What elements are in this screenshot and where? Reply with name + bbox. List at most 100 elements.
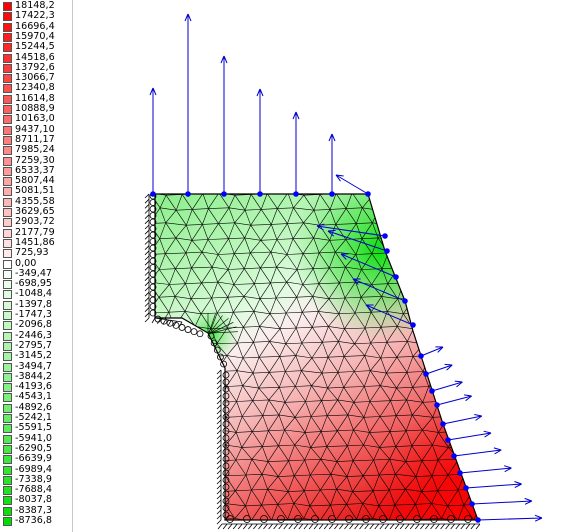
mesh-edge — [228, 195, 236, 208]
mesh-edge — [270, 251, 277, 268]
mesh-edge — [310, 459, 322, 476]
roller-support-icon — [154, 315, 162, 323]
mesh-edge — [165, 237, 177, 254]
mesh-edge — [173, 342, 185, 359]
mesh-edge — [269, 313, 281, 329]
mesh-edge — [169, 284, 176, 297]
legend-value: 0,00 — [15, 257, 37, 269]
load-arrow-head — [292, 111, 300, 120]
legend-entry: 17422,3 — [0, 10, 72, 22]
mesh-edge — [363, 417, 370, 433]
mesh-edge — [270, 239, 278, 253]
mesh-edge — [159, 253, 166, 270]
legend-swatch — [3, 300, 12, 310]
mesh-edge — [294, 444, 311, 448]
mesh-edge — [194, 387, 211, 389]
mesh-edge — [268, 372, 280, 388]
mesh-edge — [155, 386, 158, 403]
mesh-edge — [378, 505, 390, 520]
mesh-edge — [437, 490, 448, 507]
legend-value: -698,95 — [15, 278, 53, 290]
mesh-edge — [447, 209, 464, 211]
mesh-edge — [396, 387, 413, 389]
mesh-edge — [318, 282, 340, 284]
mesh-edge — [372, 474, 380, 491]
mesh-edge — [228, 207, 246, 211]
mesh-edge — [465, 326, 473, 342]
mesh-edge — [405, 430, 413, 446]
mesh-edge — [191, 266, 213, 269]
mesh-edge — [395, 415, 407, 431]
mesh-edge — [169, 283, 186, 285]
mesh-edge — [390, 400, 397, 416]
mesh-edge — [421, 459, 439, 462]
mesh-edge — [420, 223, 432, 239]
legend-value: -8736,8 — [15, 515, 53, 526]
legend-entry: -1048,4 — [0, 288, 72, 300]
legend-swatch — [3, 496, 12, 506]
mesh-edge — [270, 281, 287, 284]
mesh-edge — [345, 239, 357, 255]
mesh-edge — [322, 326, 329, 343]
mesh-edge — [405, 460, 422, 462]
mesh-edge — [372, 195, 379, 211]
mesh-edge — [414, 194, 422, 209]
mesh-edge — [262, 415, 269, 431]
legend-entry: -5242,1 — [0, 412, 72, 424]
mesh-edge — [193, 415, 200, 431]
mesh-edge — [310, 474, 321, 491]
mesh-edge — [160, 475, 167, 491]
mesh-edge — [363, 416, 381, 418]
mesh-edge — [209, 475, 226, 477]
roller-support-icon — [172, 321, 180, 329]
mesh-edge — [420, 518, 442, 520]
mesh-edge — [465, 372, 472, 389]
mesh-edge — [269, 341, 286, 345]
mesh-edge — [318, 298, 330, 312]
mesh-edge — [414, 238, 431, 240]
mesh-edge — [388, 209, 400, 226]
roller-support-icon — [222, 392, 230, 400]
mesh-edge — [343, 386, 365, 388]
mesh-edge — [421, 490, 438, 492]
loaded-nodes — [150, 191, 481, 523]
mesh-edge — [351, 194, 363, 208]
mesh-edge — [157, 355, 169, 371]
mesh-edge — [424, 269, 431, 283]
mesh-edge — [295, 355, 312, 359]
mesh-edge — [437, 194, 458, 196]
mesh-edge — [312, 252, 320, 269]
mesh-edge — [285, 355, 297, 372]
mesh-edge — [420, 238, 432, 255]
mesh-edge — [155, 194, 167, 196]
mesh-edge — [379, 415, 397, 417]
mesh-edge — [175, 194, 183, 211]
mesh-edge — [293, 475, 305, 491]
mesh-edge — [430, 238, 442, 254]
legend-value: 18148,2 — [15, 0, 55, 11]
mesh-edge — [208, 208, 219, 224]
mesh-edge — [176, 473, 194, 476]
mesh-edge — [372, 490, 380, 507]
mesh-edge — [211, 297, 218, 314]
mesh-edge — [243, 296, 255, 312]
mesh-edge — [355, 281, 362, 298]
mesh-edge — [361, 222, 373, 239]
mesh-edge — [155, 207, 161, 224]
mesh-edge — [155, 223, 160, 239]
legend-swatch — [3, 341, 12, 351]
mesh-edge — [403, 281, 425, 284]
roller-support-icon — [149, 309, 157, 317]
mesh-edge — [364, 327, 371, 344]
mesh-edge — [279, 387, 286, 403]
legend-value: -8037,8 — [15, 494, 53, 506]
mesh-edge — [330, 489, 337, 506]
mesh-edge — [301, 296, 314, 313]
mesh-edge — [296, 326, 313, 329]
mesh-edge — [369, 432, 380, 448]
mesh-edge — [160, 490, 167, 504]
mesh-edge — [261, 504, 272, 520]
mesh-edge — [329, 251, 336, 269]
mesh-edge — [437, 447, 449, 461]
mesh-edge — [191, 224, 203, 241]
